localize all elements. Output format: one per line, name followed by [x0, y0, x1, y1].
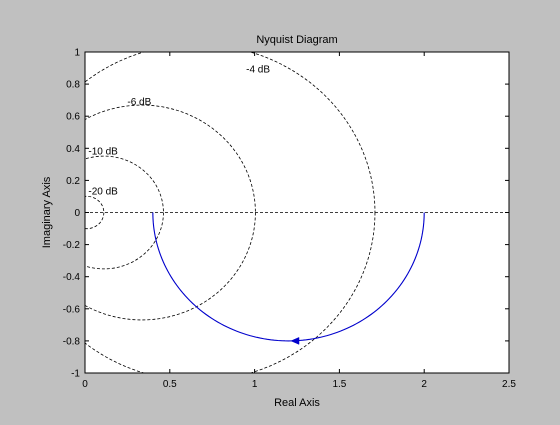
x-tick-label: 1.5: [332, 379, 346, 390]
y-tick-label: 0.4: [66, 144, 80, 155]
nyquist-curve: [152, 212, 425, 342]
x-tick-label: 0.5: [163, 379, 177, 390]
y-tick-label: -0.8: [63, 336, 81, 347]
y-tick-label: 0: [74, 208, 80, 219]
x-tick-label: 2.5: [502, 379, 516, 390]
m-circle-3: [85, 195, 105, 230]
y-tick-label: 0.2: [66, 176, 80, 187]
m-circle-label-0: -4 dB: [246, 65, 270, 76]
x-axis-label: Real Axis: [274, 397, 320, 409]
x-tick-label: 1: [252, 379, 258, 390]
y-tick-label: -0.2: [63, 240, 81, 251]
m-circle-2: [85, 155, 164, 270]
nyquist-direction-arrow: [290, 337, 300, 345]
y-axis-label: Imaginary Axis: [41, 176, 53, 248]
y-tick-label: -0.4: [63, 272, 81, 283]
m-circle-0: [85, 52, 376, 373]
y-tick-label: -0.6: [63, 304, 81, 315]
y-tick-label: 0.6: [66, 112, 80, 123]
y-tick-label: 0.8: [66, 80, 80, 91]
m-circle-label-1: -6 dB: [127, 97, 151, 108]
y-tick-label: -1: [71, 369, 80, 380]
m-circle-label-2: -10 dB: [88, 147, 118, 158]
x-tick-label: 2: [421, 379, 427, 390]
chart-title: Nyquist Diagram: [256, 34, 337, 46]
y-tick-label: 1: [74, 48, 80, 59]
x-tick-label: 0: [82, 379, 88, 390]
m-circle-label-3: -20 dB: [88, 187, 118, 198]
